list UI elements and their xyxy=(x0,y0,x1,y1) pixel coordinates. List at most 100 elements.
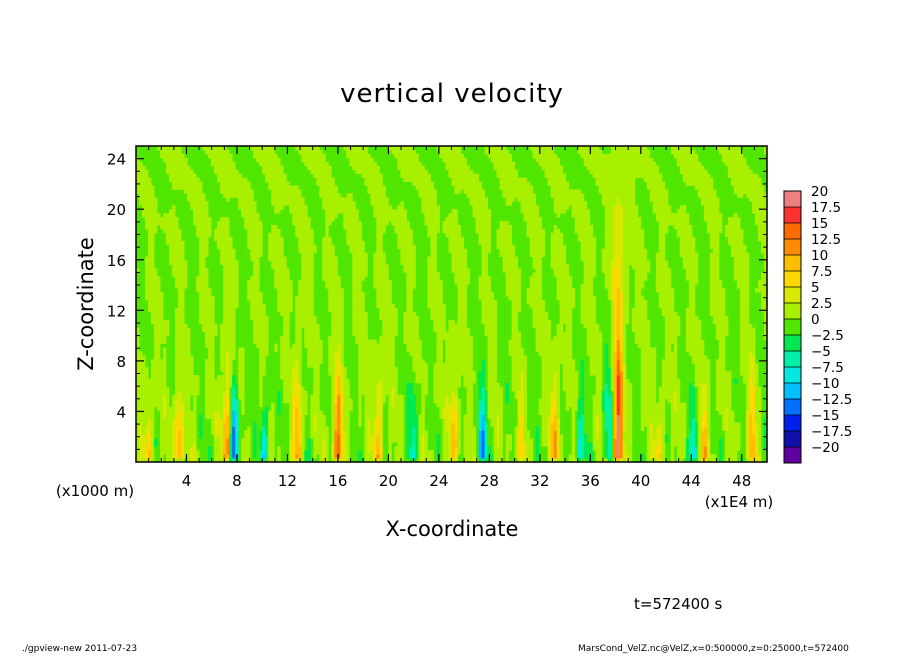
heatmap-cell xyxy=(148,260,152,265)
heatmap-cell xyxy=(208,406,212,412)
heatmap-cell xyxy=(196,390,200,396)
heatmap-cell xyxy=(403,260,407,265)
heatmap-cell xyxy=(163,225,167,230)
heatmap-cell xyxy=(412,280,416,285)
heatmap-cell xyxy=(238,359,242,364)
heatmap-cell xyxy=(373,355,377,360)
heatmap-cell xyxy=(184,390,188,396)
heatmap-cell xyxy=(268,232,272,238)
heatmap-cell xyxy=(295,390,299,396)
heatmap-cell xyxy=(277,185,281,190)
heatmap-cell xyxy=(382,363,386,368)
heatmap-cell xyxy=(277,390,281,396)
heatmap-cell xyxy=(385,351,389,356)
heatmap-cell xyxy=(445,426,449,431)
heatmap-cell xyxy=(163,386,167,392)
heatmap-cell xyxy=(310,418,314,423)
heatmap-cell xyxy=(385,268,389,273)
heatmap-cell xyxy=(388,323,392,329)
heatmap-cell xyxy=(187,450,191,455)
heatmap-cell xyxy=(265,319,269,325)
heatmap-cell xyxy=(358,296,362,301)
heatmap-cell xyxy=(166,149,170,155)
heatmap-cell xyxy=(391,146,395,151)
heatmap-cell xyxy=(307,343,311,348)
heatmap-cell xyxy=(307,296,311,301)
heatmap-cell xyxy=(205,272,209,277)
heatmap-cell xyxy=(442,149,446,155)
heatmap-cell xyxy=(391,394,395,400)
heatmap-cell xyxy=(310,351,314,356)
heatmap-cell xyxy=(181,153,185,159)
heatmap-cell xyxy=(310,327,314,333)
heatmap-cell xyxy=(457,355,461,360)
heatmap-cell xyxy=(187,355,191,360)
heatmap-cell xyxy=(208,386,212,392)
heatmap-cell xyxy=(457,418,461,423)
heatmap-cell xyxy=(148,430,152,435)
heatmap-cell xyxy=(172,256,176,261)
heatmap-cell xyxy=(154,311,158,317)
heatmap-cell xyxy=(160,438,164,443)
heatmap-cell xyxy=(322,430,326,435)
heatmap-cell xyxy=(397,454,401,459)
heatmap-cell xyxy=(202,319,206,325)
heatmap-cell xyxy=(382,292,386,297)
heatmap-cell xyxy=(136,379,140,384)
heatmap-cell xyxy=(136,414,140,419)
heatmap-cell xyxy=(157,213,161,218)
heatmap-cell xyxy=(250,146,254,151)
heatmap-cell xyxy=(385,343,389,348)
heatmap-cell xyxy=(211,390,215,396)
heatmap-cell xyxy=(298,386,302,392)
heatmap-cell xyxy=(229,458,233,463)
heatmap-cell xyxy=(385,292,389,297)
heatmap-cell xyxy=(283,323,287,329)
heatmap-cell xyxy=(409,236,413,242)
heatmap-cell xyxy=(334,296,338,301)
heatmap-cell xyxy=(418,438,422,443)
heatmap-cell xyxy=(454,228,458,234)
heatmap-cell xyxy=(142,355,146,360)
heatmap-cell xyxy=(235,169,239,175)
heatmap-cell xyxy=(400,248,404,254)
heatmap-cell xyxy=(178,454,182,459)
heatmap-cell xyxy=(424,193,428,198)
heatmap-cell xyxy=(208,383,212,388)
heatmap-cell xyxy=(220,422,224,427)
heatmap-cell xyxy=(361,304,365,309)
heatmap-cell xyxy=(406,426,410,431)
heatmap-cell xyxy=(214,454,218,459)
heatmap-cell xyxy=(295,414,299,419)
heatmap-cell xyxy=(166,418,170,423)
heatmap-cell xyxy=(301,402,305,408)
heatmap-cell xyxy=(208,296,212,301)
heatmap-cell xyxy=(232,311,236,317)
heatmap-cell xyxy=(313,426,317,431)
heatmap-cell xyxy=(298,422,302,427)
heatmap-cell xyxy=(445,355,449,360)
heatmap-cell xyxy=(367,446,371,451)
heatmap-cell xyxy=(169,426,173,431)
heatmap-cell xyxy=(202,193,206,198)
heatmap-cell xyxy=(184,351,188,356)
heatmap-cell xyxy=(160,442,164,447)
heatmap-cell xyxy=(175,225,179,230)
heatmap-cell xyxy=(298,240,302,246)
heatmap-cell xyxy=(310,355,314,360)
heatmap-cell xyxy=(388,434,392,439)
heatmap-cell xyxy=(421,454,425,459)
heatmap-cell xyxy=(421,181,425,186)
heatmap-cell xyxy=(448,248,452,254)
heatmap-cell xyxy=(268,446,272,451)
heatmap-cell xyxy=(304,458,308,463)
heatmap-cell xyxy=(166,323,170,329)
heatmap-cell xyxy=(409,383,413,388)
heatmap-cell xyxy=(406,430,410,435)
heatmap-cell xyxy=(352,284,356,289)
heatmap-cell xyxy=(220,426,224,431)
heatmap-cell xyxy=(301,197,305,202)
heatmap-cell xyxy=(451,236,455,242)
heatmap-cell xyxy=(337,335,341,340)
heatmap-cell xyxy=(454,386,458,392)
